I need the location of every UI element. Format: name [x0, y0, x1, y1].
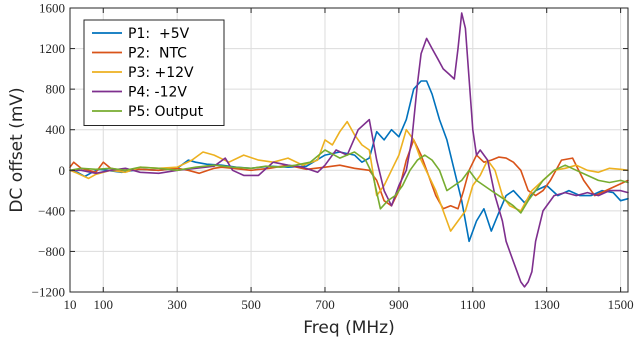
- y-tick-label: 400: [46, 122, 66, 137]
- x-tick-label: 100: [94, 297, 114, 312]
- series-line-p3: [69, 120, 629, 232]
- x-axis-label: Freq (MHz): [303, 318, 394, 338]
- legend-label: P1: +5V: [128, 26, 190, 42]
- y-axis-ticks: −1200 −800 −400 0 400 800 1200 1600: [32, 1, 628, 300]
- y-tick-label: 0: [59, 163, 66, 178]
- series-line-p2: [69, 139, 629, 210]
- y-tick-label: −800: [38, 244, 65, 259]
- x-tick-label: 1300: [534, 297, 560, 312]
- legend-label: P3: +12V: [128, 65, 194, 81]
- legend-label: P5: Output: [128, 104, 204, 120]
- x-tick-label: 1500: [608, 297, 634, 312]
- x-tick-label: 500: [241, 297, 261, 312]
- plot-series: [69, 12, 629, 288]
- y-tick-label: −400: [38, 203, 65, 218]
- x-tick-label: 10: [64, 297, 77, 312]
- plot-area-frame: [69, 7, 629, 293]
- y-tick-label: 1600: [39, 1, 65, 16]
- y-tick-label: 1200: [39, 41, 65, 56]
- x-tick-label: 900: [389, 297, 409, 312]
- x-tick-label: 300: [167, 297, 187, 312]
- x-tick-label: 700: [315, 297, 335, 312]
- legend-label: P4: -12V: [128, 85, 187, 101]
- legend: P1: +5V P2: NTC P3: +12V P4: -12V P5: Output: [83, 19, 225, 126]
- x-tick-label: 1100: [460, 297, 486, 312]
- y-tick-label: −1200: [32, 285, 65, 300]
- legend-label: P2: NTC: [128, 46, 187, 62]
- series-line-p5: [69, 149, 629, 214]
- y-axis-label: DC offset (mV): [7, 87, 27, 212]
- x-axis-ticks: 10 100 300 500 700 900 1100 1300 1500: [64, 8, 634, 312]
- y-tick-label: 800: [46, 82, 66, 97]
